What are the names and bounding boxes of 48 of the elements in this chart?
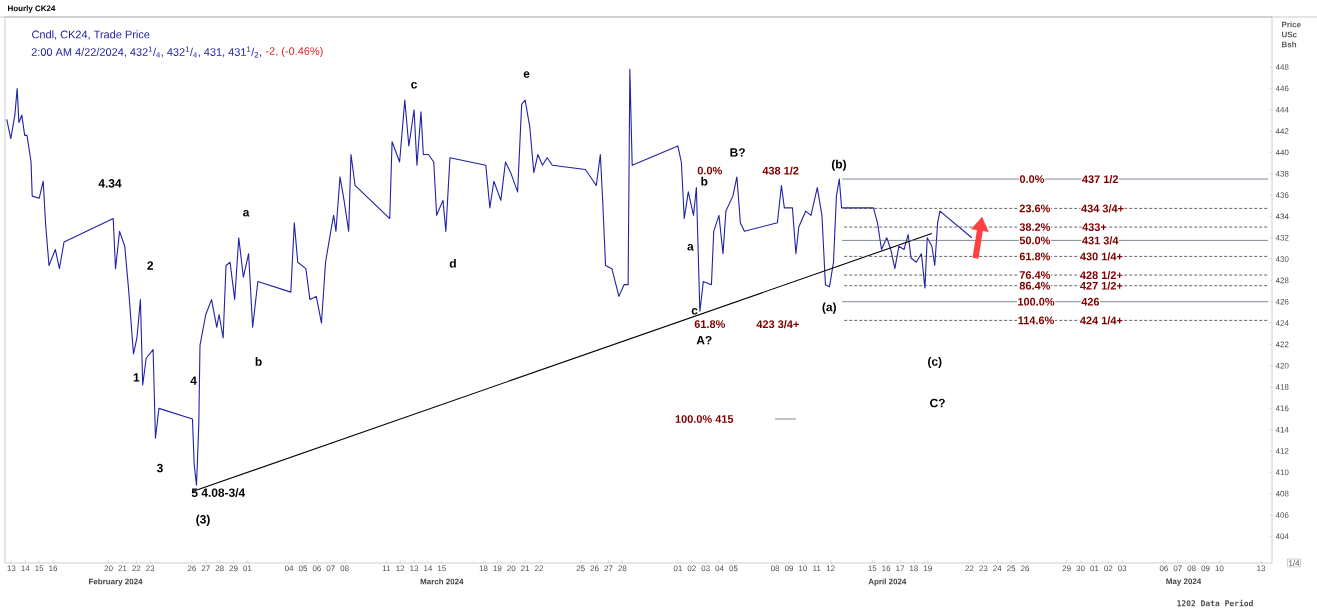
annotation: (b) <box>831 159 846 171</box>
annotation: 424 1/4+ <box>1080 316 1123 325</box>
annotation: d <box>449 258 456 268</box>
text: 2:00 AM 4/22/2024, 432$^{1}$/$_{4}$, 432$^{1}$/$_{4}$, 431, 431$^{1}$/$_{2}$, <box>31 46 262 58</box>
annotation: 426 <box>1081 297 1100 306</box>
annotation: b <box>701 176 708 186</box>
annotation: 86.4% <box>1019 281 1051 290</box>
annotation: c <box>411 81 418 89</box>
annotation: (c) <box>928 356 942 369</box>
annotation: (a) <box>822 302 836 314</box>
annotation: a <box>687 244 694 251</box>
annotation: 0.0% <box>697 166 723 175</box>
annotation: 438 1/2 <box>762 166 799 175</box>
annotation: 4 <box>190 376 197 385</box>
line-series <box>6 68 973 486</box>
annotation: 423 3/4+ <box>756 320 799 329</box>
text: Cndl, CK24, Trade Price <box>32 30 150 40</box>
annotation: A? <box>696 335 712 345</box>
annotation: 1 <box>133 373 140 382</box>
annotation: 3 <box>156 463 163 473</box>
annotation: b <box>255 357 262 366</box>
annotation: (3) <box>196 514 210 526</box>
annotation: 61.8% <box>1019 252 1051 261</box>
annotation: 2 <box>147 261 154 270</box>
annotation: 428 1/2+ <box>1080 270 1123 280</box>
annotation: 100.0% <box>1018 297 1055 306</box>
annotation: a <box>243 209 250 217</box>
annotation: -2, (-0.46%) <box>265 46 323 58</box>
annotation: 5 4.08-3/4 <box>191 488 246 498</box>
annotation: C? <box>930 398 945 408</box>
annotation: 433+ <box>1082 223 1107 231</box>
annotation: 114.6% <box>1018 316 1054 325</box>
annotation: 76.4% <box>1019 271 1051 279</box>
annotation: 61.8% <box>694 320 726 328</box>
annotation: 38.2% <box>1019 223 1051 231</box>
annotation: 430 1/4+ <box>1080 252 1123 261</box>
annotation: 4.34 <box>98 179 122 188</box>
annotation: e <box>523 71 530 78</box>
annotation: 23.6% <box>1019 204 1051 213</box>
annotation: 427 1/2+ <box>1080 281 1123 290</box>
annotation: 0.0% <box>1019 175 1045 183</box>
annotation: 437 1/2 <box>1082 175 1119 184</box>
annotation: 431 3/4 <box>1082 236 1119 245</box>
annotation: 100.0% 415 <box>675 415 734 423</box>
annotation: 434 3/4+ <box>1081 204 1124 213</box>
annotation: c <box>691 308 698 315</box>
annotation: 50.0% <box>1019 236 1051 245</box>
annotation: B? <box>730 148 745 157</box>
